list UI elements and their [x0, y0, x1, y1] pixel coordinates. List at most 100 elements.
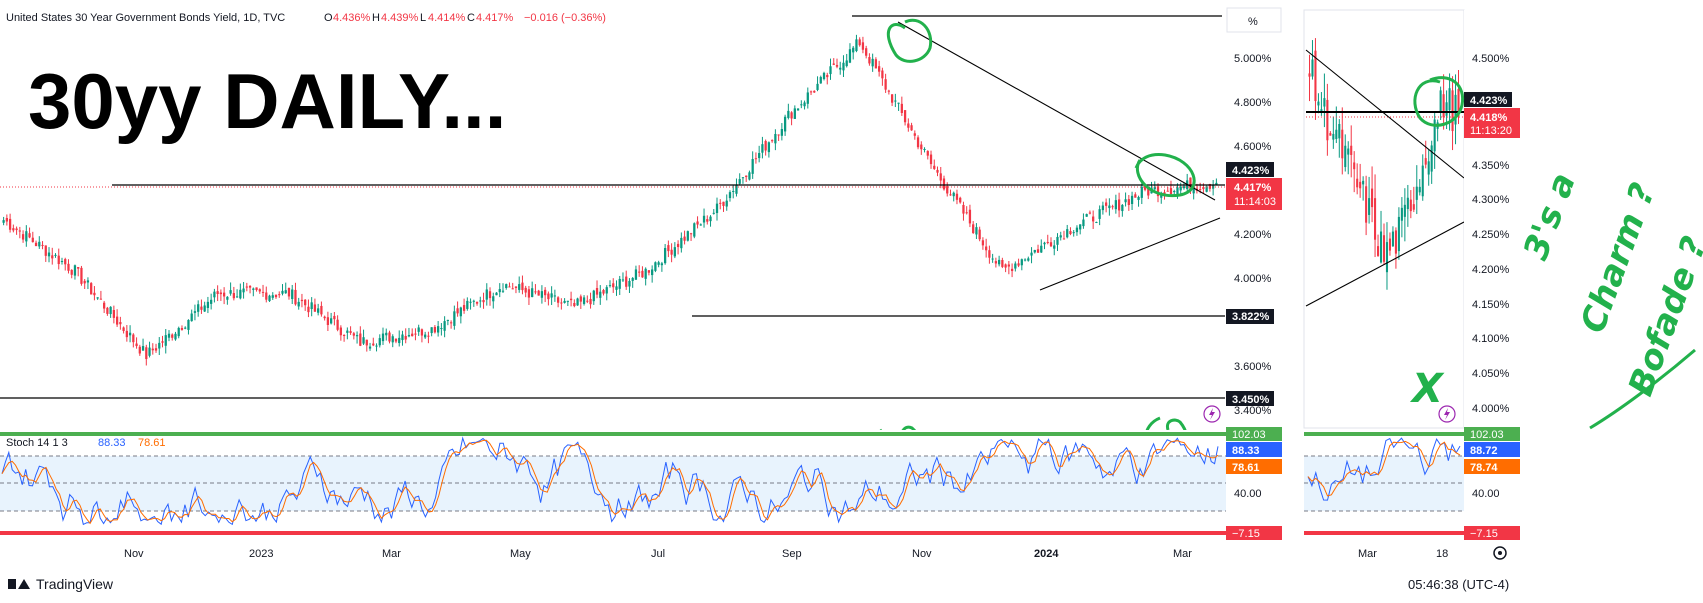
- main-candle: [576, 298, 579, 306]
- side-candle: [1353, 162, 1356, 170]
- last-price-badge: 4.417% 11:14:03: [1226, 178, 1282, 210]
- main-price-pane[interactable]: [0, 10, 1230, 428]
- main-candle: [774, 133, 777, 144]
- main-candle: [913, 133, 916, 136]
- main-candle: [897, 102, 900, 104]
- main-candle: [1082, 219, 1085, 227]
- main-candle: [466, 300, 469, 309]
- main-candle: [329, 318, 333, 324]
- tradingview-logo-icon: [8, 577, 30, 591]
- main-candle: [1143, 184, 1147, 190]
- main-candle: [547, 293, 550, 300]
- main-candle: [1092, 216, 1095, 222]
- main-candle: [673, 247, 676, 257]
- main-candle: [1166, 190, 1169, 192]
- main-candle: [991, 258, 994, 260]
- main-candle: [680, 237, 683, 249]
- side-price-axis[interactable]: 4.500% 4.350% 4.300% 4.250% 4.200% 4.150…: [1438, 10, 1520, 428]
- main-candle: [427, 335, 430, 337]
- side-candle: [1350, 145, 1353, 155]
- main-candle: [1147, 187, 1150, 196]
- main-candle: [638, 271, 641, 273]
- side-stoch-level-bottom: −7.15: [1470, 528, 1498, 540]
- main-candle: [232, 293, 235, 299]
- main-candle: [420, 329, 424, 336]
- main-candle: [952, 192, 955, 197]
- side-price-pane[interactable]: [1303, 9, 1465, 429]
- main-time-axis[interactable]: Nov 2023 Mar May Jul Sep Nov 2024 Mar: [124, 548, 1192, 560]
- main-candle: [346, 330, 349, 333]
- main-candle: [99, 298, 103, 300]
- main-candle: [783, 116, 787, 132]
- side-stoch-pane[interactable]: 102.03 88.72 78.74 40.00 −7.15: [1304, 427, 1520, 540]
- main-candle: [174, 333, 177, 340]
- trendline-up-main: [1039, 217, 1221, 291]
- main-candle: [709, 216, 712, 222]
- main-candle: [187, 319, 190, 330]
- main-candle: [475, 301, 479, 304]
- main-candle: [806, 92, 809, 104]
- percent-unit-label: %: [1248, 16, 1258, 28]
- main-price-axis[interactable]: % 5.000% 4.800% 4.600% 4.200% 4.000% 3.6…: [1203, 7, 1282, 428]
- main-candle: [654, 262, 657, 271]
- main-candle: [822, 72, 826, 80]
- main-candle: [926, 151, 929, 156]
- main-candle: [839, 67, 842, 70]
- main-candle: [712, 212, 715, 214]
- side-candle: [1424, 158, 1427, 165]
- main-candle: [1208, 184, 1212, 189]
- clock[interactable]: 05:46:38 (UTC-4): [1408, 577, 1510, 592]
- side-last-price-badge: 4.418% 11:13:20: [1464, 108, 1520, 138]
- main-candle: [949, 194, 952, 196]
- main-candle: [920, 144, 923, 150]
- side-lightning-icon[interactable]: [1438, 405, 1456, 423]
- side-time-axis[interactable]: Mar 18: [1358, 546, 1507, 560]
- side-candle: [1388, 238, 1392, 251]
- main-candle: [67, 263, 70, 271]
- main-candle: [1033, 249, 1036, 253]
- x-tick: 2024: [1034, 548, 1059, 560]
- main-candle: [135, 343, 138, 347]
- main-candle: [514, 286, 518, 288]
- main-candle: [462, 305, 466, 311]
- main-candle: [965, 212, 968, 214]
- main-candle: [1004, 264, 1007, 268]
- main-candle: [641, 270, 644, 278]
- main-candle: [1134, 194, 1137, 198]
- main-candle: [219, 292, 223, 295]
- svg-text:3.822%: 3.822%: [1232, 311, 1270, 323]
- side-candle: [1385, 242, 1389, 273]
- main-candle: [203, 305, 206, 312]
- side-candle: [1344, 145, 1347, 168]
- settings-gear-icon[interactable]: [1493, 546, 1507, 560]
- side-price-tick: 4.150%: [1472, 299, 1510, 311]
- main-candle: [398, 337, 401, 344]
- lightning-icon[interactable]: [1203, 405, 1221, 423]
- main-candle: [978, 229, 981, 240]
- main-candle: [394, 338, 398, 342]
- main-candle: [83, 280, 86, 284]
- side-candle: [1433, 119, 1436, 152]
- main-stoch-pane[interactable]: Stoch 14 1 3 88.33 78.61 102.03 88.33 78…: [0, 427, 1282, 540]
- main-candle: [997, 259, 1001, 265]
- main-candle: [1043, 242, 1046, 245]
- main-candle: [758, 153, 761, 159]
- main-candle: [1027, 258, 1030, 261]
- tradingview-logo[interactable]: TradingView: [8, 576, 113, 592]
- main-candle: [495, 292, 498, 296]
- main-candle: [618, 278, 621, 289]
- main-candle: [1056, 236, 1059, 245]
- main-candle: [433, 326, 437, 333]
- main-candle: [1088, 212, 1092, 214]
- main-candle: [803, 102, 806, 107]
- main-candle: [1007, 264, 1010, 267]
- side-candle: [1362, 180, 1365, 185]
- handwriting-x-mark: X: [1409, 366, 1445, 412]
- main-candle: [890, 94, 894, 103]
- hline-label-4423: 4.423%: [1226, 162, 1274, 177]
- price-tick: 3.400%: [1234, 405, 1272, 417]
- main-candle: [855, 39, 858, 52]
- c-value: 4.417%: [476, 12, 514, 24]
- main-candle: [154, 348, 158, 351]
- main-candle: [1205, 186, 1208, 192]
